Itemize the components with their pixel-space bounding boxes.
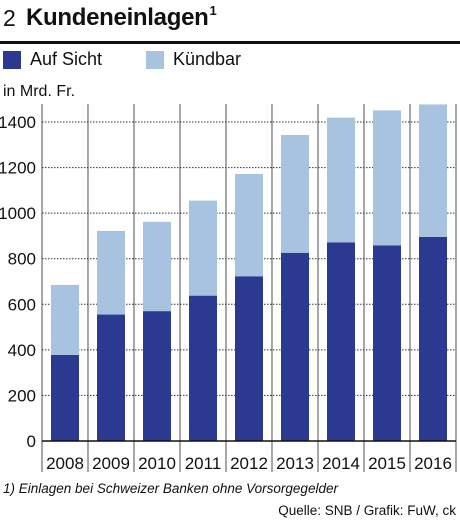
bar-auf-sicht-2016 [419,236,447,441]
y-tick-label-1000: 1000 [0,204,36,223]
chart-header: 2 Kundeneinlagen1 [0,0,460,44]
bar-auf-sicht-2012 [235,276,263,441]
source-credit: Quelle: SNB / Grafik: FuW, ck [278,503,456,518]
bar-auf-sicht-2015 [373,245,401,441]
y-tick-label-200: 200 [8,386,36,405]
x-tick-label-2010: 2010 [138,454,176,473]
x-tick-label-2011: 2011 [185,454,222,473]
x-tick-label-2015: 2015 [368,454,406,473]
bar-auf-sicht-2014 [327,242,355,441]
y-tick-label-400: 400 [8,341,36,360]
legend-swatch-kuendbar [146,51,164,69]
bar-auf-sicht-2013 [281,252,309,441]
x-tick-label-2013: 2013 [276,454,314,473]
chart-plot: 0 200 400 600 800 1000 1200 1400 2008 2009 2010 201… [0,104,457,473]
bar-kuendbar-2008 [51,284,79,355]
bar-kuendbar-2013 [281,134,309,253]
chart-title-text: Kundeneinlagen [26,4,209,31]
legend-swatch-auf-sicht [3,51,21,69]
x-tick-label-2012: 2012 [230,454,268,473]
bar-kuendbar-2014 [327,117,355,243]
y-axis-unit-label: in Mrd. Fr. [3,83,76,100]
bar-auf-sicht-2010 [143,311,171,441]
x-tick-label-2014: 2014 [322,454,360,473]
legend-label-auf-sicht: Auf Sicht [30,49,103,69]
bar-auf-sicht-2011 [189,295,217,441]
bar-kuendbar-2009 [97,230,125,315]
figure-number: 2 [3,5,16,31]
y-tick-label-600: 600 [8,295,36,314]
bar-kuendbar-2012 [235,173,263,277]
legend-label-kuendbar: Kündbar [173,49,242,69]
footnote: 1) Einlagen bei Schweizer Banken ohne Vo… [3,481,338,496]
bar-auf-sicht-2008 [51,354,79,441]
x-tick-label-2008: 2008 [46,454,84,473]
y-tick-label-1400: 1400 [0,113,36,132]
bar-kuendbar-2011 [189,200,217,296]
footnote-marker: 1 [209,3,217,18]
y-tick-label-0: 0 [27,432,36,451]
y-tick-label-1200: 1200 [0,159,36,178]
x-tick-label-2016: 2016 [414,454,452,473]
bar-kuendbar-2015 [373,110,401,246]
chart-title: Kundeneinlagen1 [26,3,217,32]
y-tick-label-800: 800 [8,250,36,269]
bar-kuendbar-2016 [419,104,447,237]
bar-auf-sicht-2009 [97,314,125,441]
x-tick-label-2009: 2009 [92,454,130,473]
bar-kuendbar-2010 [143,221,171,312]
